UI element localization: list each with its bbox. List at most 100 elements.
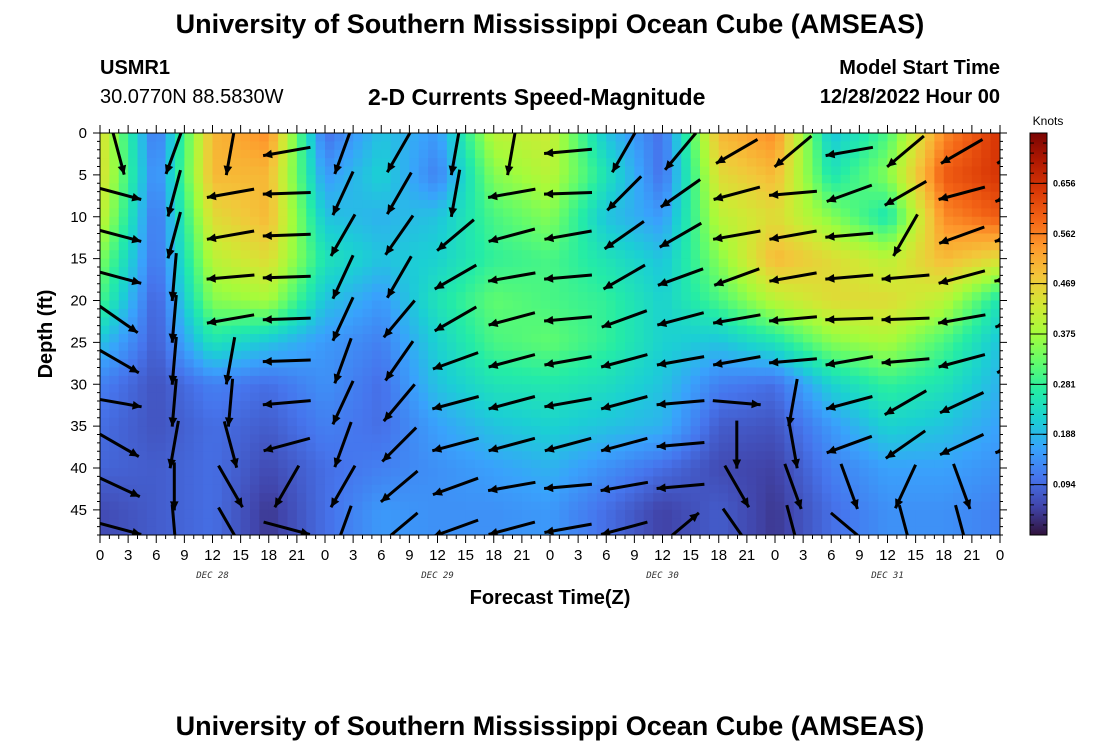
- heatmap-cell: [212, 426, 223, 436]
- heatmap-cell: [925, 317, 935, 327]
- heatmap-cell: [465, 275, 476, 285]
- heatmap-cell: [175, 300, 185, 310]
- heatmap-cell: [906, 275, 917, 285]
- heatmap-cell: [981, 191, 992, 201]
- heatmap-cell: [906, 493, 917, 503]
- heatmap-cell: [118, 250, 129, 260]
- heatmap-cell: [812, 501, 823, 511]
- heatmap-cell: [278, 267, 289, 276]
- heatmap-cell: [915, 476, 926, 486]
- heatmap-cell: [953, 518, 964, 528]
- heatmap-cell: [746, 133, 757, 142]
- heatmap-cell: [550, 476, 560, 486]
- heatmap-cell: [146, 468, 157, 477]
- heatmap-cell: [896, 367, 907, 377]
- heatmap-cell: [596, 409, 607, 419]
- heatmap-cell: [521, 283, 532, 293]
- heatmap-cell: [409, 526, 420, 535]
- heatmap-cell: [821, 241, 832, 251]
- heatmap-cell: [437, 267, 448, 276]
- heatmap-cell: [690, 325, 701, 335]
- heatmap-cell: [784, 459, 795, 469]
- heatmap-cell: [296, 401, 307, 410]
- heatmap-cell: [709, 191, 720, 201]
- heatmap-cell: [353, 292, 364, 302]
- heatmap-cell: [278, 426, 289, 436]
- vector-head: [262, 273, 272, 282]
- heatmap-cell: [971, 493, 982, 503]
- heatmap-cell: [109, 258, 120, 268]
- heatmap-cell: [390, 225, 401, 235]
- heatmap-cell: [428, 300, 439, 310]
- heatmap-cell: [859, 476, 870, 486]
- heatmap-cell: [868, 200, 879, 209]
- heatmap-cell: [315, 392, 326, 402]
- heatmap-cell: [409, 149, 420, 159]
- heatmap-cell: [193, 417, 204, 427]
- heatmap-cell: [287, 375, 298, 385]
- heatmap-cell: [418, 200, 429, 209]
- heatmap-cell: [259, 183, 270, 193]
- heatmap-cell: [512, 200, 523, 209]
- heatmap-cell: [578, 166, 589, 176]
- heatmap-cell: [231, 267, 242, 276]
- heatmap-cell: [934, 267, 945, 276]
- heatmap-cell: [231, 241, 242, 251]
- current-vector: [825, 395, 873, 411]
- heatmap-cell: [325, 451, 335, 461]
- heatmap-cell: [343, 216, 354, 226]
- heatmap-cell: [718, 350, 729, 360]
- current-vector: [222, 421, 239, 469]
- heatmap-cell: [203, 375, 214, 385]
- heatmap-cell: [437, 367, 448, 377]
- heatmap-cell: [531, 241, 542, 251]
- heatmap-cell: [100, 526, 110, 535]
- heatmap-cell: [803, 216, 814, 226]
- heatmap-cell: [559, 509, 570, 519]
- heatmap-cell: [521, 166, 532, 176]
- heatmap-cell: [784, 258, 795, 268]
- heatmap-cell: [184, 133, 195, 142]
- heatmap-cell: [484, 526, 495, 535]
- heatmap-cell: [868, 350, 879, 360]
- heatmap-cell: [221, 216, 232, 226]
- heatmap-cell: [700, 292, 710, 302]
- heatmap-cell: [334, 292, 345, 302]
- heatmap-cell: [728, 141, 739, 151]
- heatmap-cell: [334, 509, 345, 519]
- heatmap-cell: [250, 476, 260, 486]
- heatmap-cell: [418, 451, 429, 461]
- heatmap-cell: [531, 484, 542, 494]
- heatmap-cell: [493, 166, 504, 176]
- heatmap-cell: [484, 133, 495, 142]
- heatmap-cell: [943, 149, 954, 159]
- heatmap-cell: [100, 292, 110, 302]
- heatmap-cell: [484, 149, 495, 159]
- current-vector: [996, 159, 1000, 165]
- heatmap-cell: [231, 526, 242, 535]
- heatmap-cell: [653, 509, 664, 519]
- heatmap-cell: [146, 518, 157, 528]
- heatmap-cell: [353, 342, 364, 352]
- heatmap-cell: [484, 367, 495, 377]
- heatmap-cell: [756, 200, 767, 209]
- heatmap-cell: [100, 174, 110, 184]
- heatmap-cell: [240, 417, 251, 427]
- current-vector: [825, 355, 874, 368]
- heatmap-cell: [287, 350, 298, 360]
- heatmap-cell: [418, 141, 429, 151]
- heatmap-cell: [231, 158, 242, 168]
- heatmap-cell: [212, 258, 223, 268]
- heatmap-cell: [765, 267, 776, 276]
- heatmap-cell: [896, 417, 907, 427]
- heatmap-cell: [221, 392, 232, 402]
- heatmap-cell: [203, 493, 214, 503]
- heatmap-cell: [775, 493, 785, 503]
- heatmap-cell: [606, 426, 617, 436]
- heatmap-cell: [493, 426, 504, 436]
- heatmap-cell: [990, 434, 1000, 444]
- heatmap-cell: [334, 208, 345, 218]
- heatmap-cell: [409, 459, 420, 469]
- heatmap-cell: [475, 208, 485, 218]
- heatmap-cell: [156, 216, 167, 226]
